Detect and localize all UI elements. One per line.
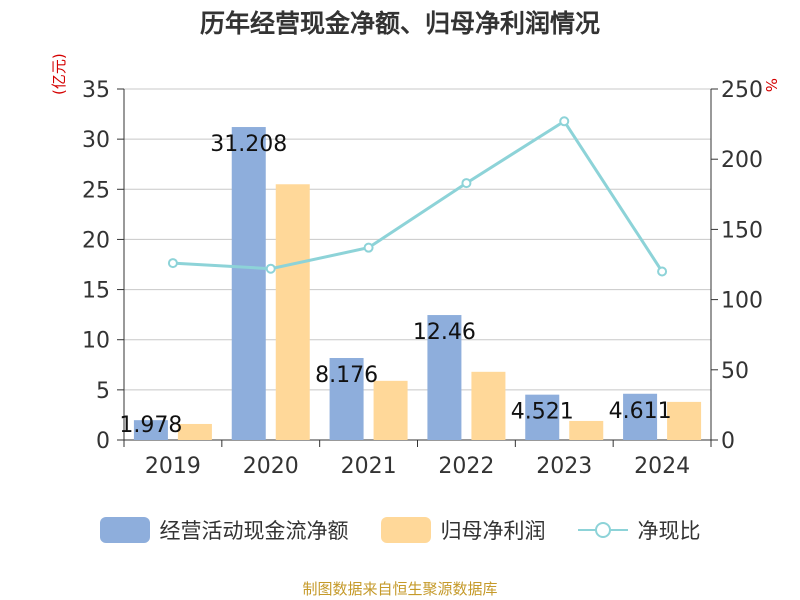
- chart-title: 历年经营现金净额、归母净利润情况: [199, 9, 600, 38]
- source-note: 制图数据来自恒生聚源数据库: [302, 580, 498, 598]
- legend-swatch-ratio: [577, 517, 628, 543]
- left-axis-tick-label: 10: [82, 329, 110, 354]
- legend-swatch-profit: [380, 517, 431, 543]
- x-axis-tick-label: 2024: [634, 454, 690, 479]
- x-axis-tick-label: 2021: [341, 454, 397, 479]
- data-label-cash: 31.208: [210, 132, 287, 157]
- bar-profit: [275, 184, 310, 440]
- legend-item-cash[interactable]: 经营活动现金流净额: [99, 515, 349, 545]
- bar-profit: [471, 371, 506, 440]
- right-axis-tick-label: 50: [721, 359, 749, 384]
- legend-swatch-cash: [99, 517, 150, 543]
- left-axis-tick-label: 25: [82, 178, 110, 203]
- x-axis-tick-label: 2019: [145, 454, 201, 479]
- bar-profit: [177, 423, 212, 440]
- ratio-point: [461, 178, 472, 189]
- bar-profit: [569, 420, 604, 440]
- legend-label-cash: 经营活动现金流净额: [159, 519, 349, 543]
- bar-cash: [623, 393, 658, 440]
- ratio-point: [363, 242, 374, 253]
- bar-profit: [667, 401, 702, 440]
- right-axis-tick-label: 250: [721, 78, 763, 103]
- ratio-point: [657, 266, 668, 277]
- data-label-cash: 8.176: [315, 363, 378, 388]
- right-axis-tick-label: 0: [721, 429, 735, 454]
- data-label-cash: 4.611: [609, 399, 672, 424]
- ratio-line: [172, 119, 664, 273]
- bar-profit: [373, 380, 408, 440]
- data-label-cash: 12.46: [413, 320, 476, 345]
- right-axis-tick-label: 100: [721, 289, 763, 314]
- bar-cash: [427, 315, 462, 440]
- bar-cash: [329, 358, 364, 440]
- left-axis-tick-label: 0: [96, 429, 110, 454]
- ratio-point: [265, 263, 276, 274]
- legend-label-profit: 归母净利润: [440, 519, 546, 543]
- data-label-cash: 1.978: [119, 413, 182, 438]
- left-axis-tick-label: 15: [82, 279, 110, 304]
- x-axis-tick-label: 2023: [536, 454, 592, 479]
- left-axis-tick-label: 35: [82, 78, 110, 103]
- left-axis-tick-label: 20: [82, 228, 110, 253]
- legend-item-profit[interactable]: 归母净利润: [380, 515, 546, 545]
- right-axis-tick-label: 200: [721, 148, 763, 173]
- data-label-cash: 4.521: [511, 400, 574, 425]
- bar-cash: [231, 127, 266, 440]
- left-axis-tick-label: 30: [82, 128, 110, 153]
- x-axis-tick-label: 2022: [438, 454, 494, 479]
- legend-label-ratio: 净现比: [637, 519, 701, 543]
- bar-cash: [525, 394, 560, 440]
- ratio-point: [559, 116, 570, 127]
- bar-cash: [133, 420, 168, 440]
- chart-legend: 经营活动现金流净额 归母净利润 净现比: [0, 515, 800, 545]
- left-axis-tick-label: 5: [96, 379, 110, 404]
- x-axis-tick-label: 2020: [243, 454, 299, 479]
- right-axis-tick-label: 150: [721, 218, 763, 243]
- legend-item-ratio[interactable]: 净现比: [577, 515, 701, 545]
- ratio-point: [167, 258, 178, 269]
